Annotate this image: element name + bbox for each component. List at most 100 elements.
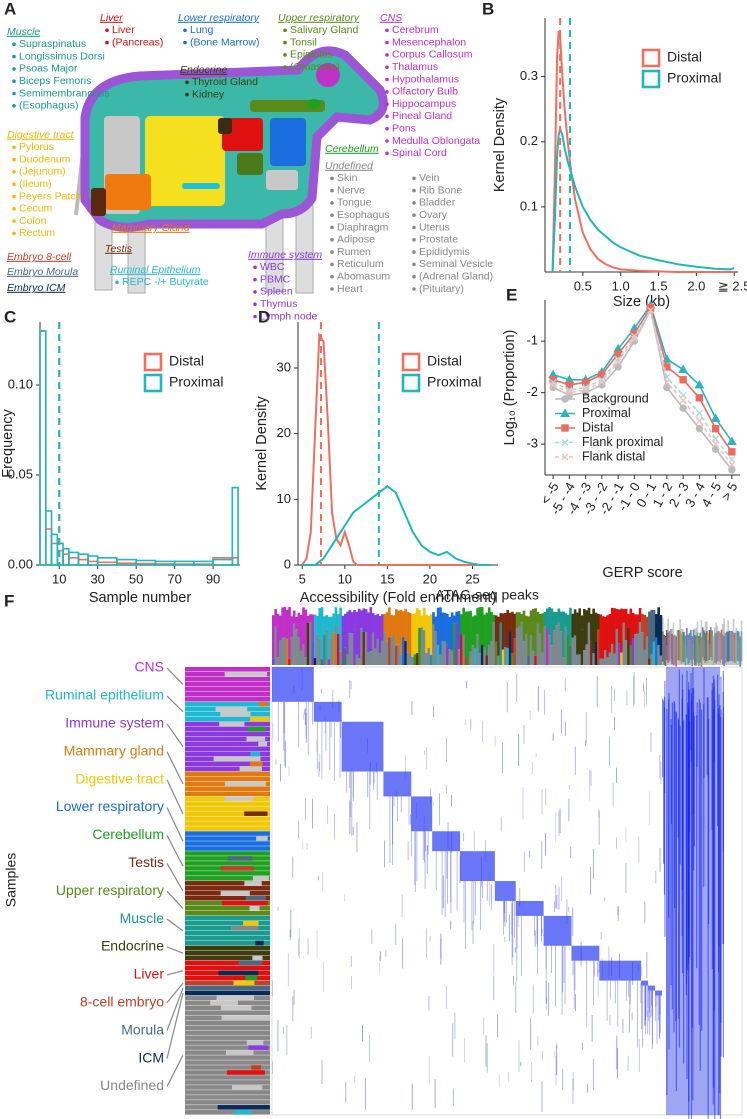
histogram-bar (96, 556, 118, 566)
heatmap-cell (674, 702, 676, 909)
heatmap-cell (604, 897, 606, 902)
peak-annotation (501, 613, 505, 650)
peak-annotation (590, 613, 593, 642)
heatmap-cell (425, 928, 427, 958)
heatmap-cell (521, 915, 522, 977)
sample-row-mix (245, 975, 258, 981)
sample-row (185, 691, 270, 697)
x-tick-label: 10 (338, 571, 352, 586)
peak-annotation (302, 607, 305, 645)
peak-annotation (357, 608, 361, 659)
heatmap-cell (636, 980, 638, 1048)
heatmap-cell (649, 990, 651, 1036)
peak-annotation (684, 638, 687, 665)
heatmap-cell (541, 928, 543, 934)
panel-label: A (4, 0, 16, 18)
heatmap-cell (545, 788, 547, 806)
peak-annotation (276, 613, 280, 658)
y-tick-label: 0.2 (520, 133, 538, 148)
heatmap-cell (488, 872, 490, 907)
heatmap-cell (344, 893, 346, 901)
heatmap-cell (573, 960, 575, 1009)
heatmap-cell (352, 768, 354, 797)
sample-row (185, 676, 270, 682)
peak-annotation (283, 607, 287, 637)
bullet (283, 53, 287, 57)
peak-annotation (306, 615, 310, 624)
peak-annotation (485, 655, 489, 665)
sample-row-mix (247, 726, 266, 732)
peak-annotation (448, 649, 452, 665)
peak-annotation (483, 614, 486, 648)
y-tick-label: 30 (277, 359, 291, 374)
peak-annotation (490, 611, 493, 642)
peak-annotation (580, 615, 584, 630)
peak-annotation (511, 653, 514, 665)
peak-annotation (413, 613, 417, 655)
bullet (330, 176, 334, 181)
peak-annotation (534, 608, 537, 656)
peak-annotation (562, 611, 565, 658)
bullet (12, 91, 16, 96)
peak-annotation (606, 657, 609, 665)
peak-annotation (327, 659, 331, 665)
bullet (253, 302, 257, 307)
bullet (330, 188, 334, 193)
peak-annotation (316, 634, 319, 665)
sample-row (185, 990, 270, 996)
group-heading: CNS (380, 12, 402, 24)
peak-annotation (695, 627, 697, 665)
sample-group-label: Liver (134, 966, 165, 982)
peak-annotation (504, 613, 507, 648)
heatmap-cell (545, 981, 547, 1003)
peak-annotation (590, 641, 593, 665)
peak-annotation (309, 622, 312, 665)
heatmap-cell (345, 1081, 347, 1103)
bullet (385, 90, 389, 94)
heatmap-block (543, 915, 572, 946)
bullet (12, 157, 16, 162)
group-item: Biceps Femoris (19, 75, 91, 87)
sample-row-mix (249, 905, 260, 911)
sample-row (185, 965, 270, 971)
heatmap-cell (570, 846, 572, 859)
heatmap-cell (482, 720, 483, 743)
heatmap-cell (659, 995, 661, 1040)
histogram-bar (44, 528, 53, 566)
group-heading: Testis (105, 243, 133, 255)
peak-annotation (397, 644, 400, 665)
sample-row-mix (227, 856, 253, 861)
peak-annotation (487, 645, 491, 665)
heatmap-cell (302, 841, 304, 850)
legend-swatch (401, 352, 421, 372)
sample-row (185, 746, 270, 752)
group-item: (Jejunum) (19, 166, 66, 178)
label-leader (166, 970, 184, 976)
group-item: Thyroid Gland (192, 76, 258, 88)
peak-annotation (295, 629, 298, 665)
peak-annotation (655, 614, 658, 638)
peak-annotation (548, 635, 551, 665)
bullet (412, 176, 416, 181)
heatmap-cell (649, 791, 651, 826)
heatmap-cell (719, 716, 722, 1119)
heatmap-cell (575, 993, 577, 1012)
peak-annotation (374, 615, 377, 649)
sample-row-mix (218, 970, 259, 976)
heatmap-cell (612, 782, 614, 808)
bullet (385, 139, 389, 143)
peak-annotation (534, 655, 537, 665)
data-point (614, 355, 622, 363)
peak-annotation (332, 613, 335, 633)
sample-row (185, 836, 270, 841)
bullet (330, 250, 334, 254)
heatmap-cell (471, 881, 473, 931)
histogram-bar (68, 551, 80, 566)
peak-annotation (667, 618, 669, 665)
heatmap-cell (473, 881, 475, 925)
peak-annotation (573, 609, 577, 636)
peak-annotation (562, 657, 565, 665)
cow-illustration (74, 46, 388, 294)
group-heading: Muscle (7, 26, 40, 38)
heatmap-cell (617, 906, 619, 921)
